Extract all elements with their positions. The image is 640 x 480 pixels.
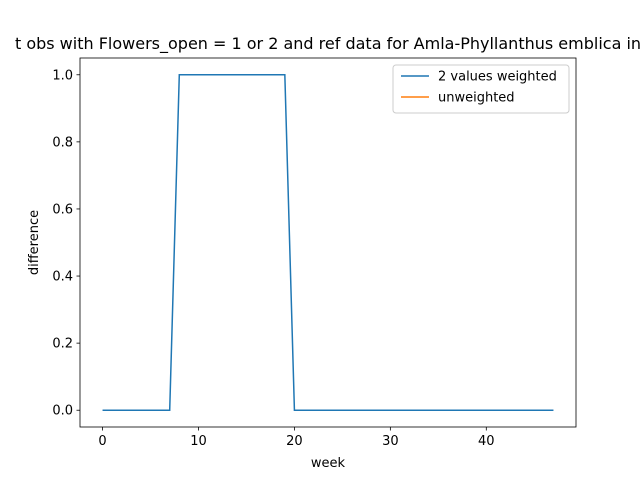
axes [79, 57, 577, 428]
y-axis-label: difference [27, 210, 42, 275]
y-tick-label: 0.8 [52, 135, 73, 150]
series-layer [102, 74, 554, 411]
legend-label-1: unweighted [438, 91, 515, 106]
x-tick-label: 0 [98, 434, 106, 449]
x-tick-label: 10 [190, 434, 207, 449]
y-tick-label: 1.0 [52, 68, 73, 83]
legend-frame [392, 64, 570, 114]
series-line-0 [102, 74, 554, 411]
y-tick-label: 0.0 [52, 404, 73, 419]
y-tick-label: 0.2 [52, 337, 73, 352]
legend-label-0: 2 values weighted [438, 70, 557, 85]
y-tick-label: 0.4 [52, 270, 73, 285]
x-tick-label: 40 [478, 434, 495, 449]
x-tick-label: 30 [382, 434, 399, 449]
x-axis-label: week [311, 456, 346, 471]
ticks: 0 10 20 30 40 0.0 0.2 0.4 0.6 0.8 1.0 [52, 68, 494, 449]
y-tick-label: 0.6 [52, 202, 73, 217]
x-tick-label: 20 [286, 434, 303, 449]
axes-frame [79, 57, 577, 428]
chart-title: t obs with Flowers_open = 1 or 2 and ref… [15, 34, 640, 54]
plot-title: t obs with Flowers_open = 1 or 2 and ref… [15, 34, 640, 54]
legend: 2 values weighted unweighted [392, 64, 570, 114]
